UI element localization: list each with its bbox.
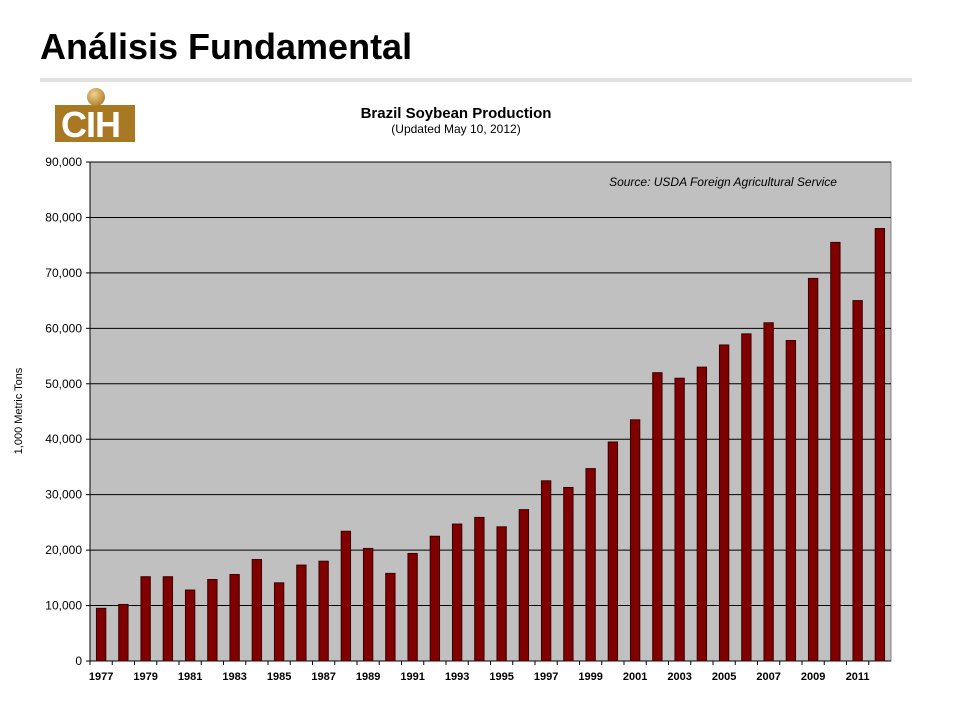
- x-tick-label: 1991: [400, 671, 424, 683]
- x-tick-label: 2011: [846, 671, 870, 683]
- bar-1989: [362, 547, 374, 662]
- y-tick-label: 40,000: [45, 432, 82, 446]
- chart-subtitle: (Updated May 10, 2012): [391, 122, 520, 136]
- bar-1992: [429, 535, 441, 662]
- bar-1999: [585, 468, 596, 662]
- bar-1988: [340, 530, 352, 662]
- x-tick-label: 1989: [356, 671, 380, 683]
- bar-1982: [207, 578, 218, 662]
- bar-1985: [273, 582, 285, 662]
- x-tick-label: 2009: [801, 671, 825, 683]
- bar-2009: [807, 277, 819, 662]
- slide-title: Análisis Fundamental: [40, 26, 413, 67]
- title-divider: [40, 78, 912, 82]
- bar-1984: [251, 559, 263, 662]
- y-tick-label: 10,000: [45, 599, 82, 613]
- x-tick-label: 2005: [712, 671, 736, 683]
- bar-1990: [385, 572, 396, 662]
- bar-1994: [474, 516, 485, 662]
- x-tick-label: 2001: [623, 671, 647, 683]
- logo-text: CIH: [61, 104, 121, 145]
- bar-2007: [763, 322, 774, 662]
- bar-1981: [184, 589, 196, 662]
- bar-2010: [830, 241, 841, 662]
- x-tick-label: 1979: [133, 671, 157, 683]
- x-tick-label: 1977: [89, 671, 113, 683]
- logo-background: [55, 105, 135, 142]
- bar-1983: [229, 574, 240, 662]
- x-tick-label: 2003: [667, 671, 691, 683]
- y-tick-label: 20,000: [45, 543, 82, 557]
- bar-1978: [118, 603, 129, 662]
- bar-1991: [407, 552, 418, 662]
- bar-1987: [318, 560, 329, 662]
- bar-1998: [563, 486, 574, 662]
- bar-2006: [741, 333, 752, 662]
- x-tick-label: 1999: [578, 671, 602, 683]
- bar-1996: [518, 509, 530, 662]
- x-tick-label: 1997: [534, 671, 558, 683]
- y-tick-label: 50,000: [45, 377, 82, 391]
- bar-2008: [785, 340, 797, 662]
- bar-2011: [852, 300, 863, 662]
- logo-globe-icon: [87, 88, 105, 106]
- x-tick-label: 1995: [489, 671, 513, 683]
- plot-area: 0 10,000 20,000 30,000 40,000 50,000 60,000 70,…: [45, 155, 892, 683]
- bar-1980: [162, 576, 174, 662]
- x-tick-label: 1981: [178, 671, 202, 683]
- bar-1993: [451, 523, 463, 662]
- y-tick-label: 90,000: [45, 155, 82, 169]
- y-tick-label: 70,000: [45, 266, 82, 280]
- bar-1986: [296, 564, 307, 662]
- bar-1977: [95, 607, 107, 662]
- y-tick-label: 30,000: [45, 488, 82, 502]
- x-tick-label: 1987: [311, 671, 335, 683]
- bar-2012: [874, 228, 886, 662]
- y-axis-label: 1,000 Metric Tons: [13, 367, 25, 454]
- bar-2002: [652, 372, 663, 662]
- bar-1995: [496, 526, 507, 662]
- bar-2000: [607, 441, 619, 662]
- bar-2001: [629, 419, 641, 662]
- bar-2003: [674, 377, 685, 662]
- bar-1979: [140, 576, 151, 662]
- y-tick-label: 0: [75, 654, 82, 668]
- bar-2005: [718, 344, 730, 662]
- y-tick-label: 80,000: [45, 210, 82, 224]
- bar-2004: [696, 366, 708, 662]
- x-tick-label: 2007: [756, 671, 780, 683]
- plot-background: [89, 161, 892, 662]
- bar-1997: [540, 480, 552, 662]
- chart-title: Brazil Soybean Production: [361, 105, 552, 122]
- x-tick-label: 1993: [445, 671, 469, 683]
- x-tick-label: 1983: [222, 671, 246, 683]
- cih-logo: CIH: [55, 88, 135, 145]
- x-tick-label: 1985: [267, 671, 291, 683]
- source-annotation: Source: USDA Foreign Agricultural Servic…: [609, 175, 837, 189]
- y-tick-label: 60,000: [45, 321, 82, 335]
